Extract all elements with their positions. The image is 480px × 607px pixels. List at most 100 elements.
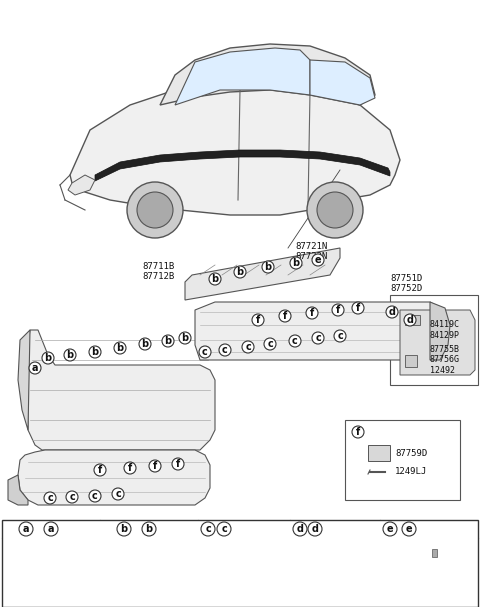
FancyBboxPatch shape [2, 520, 478, 607]
Circle shape [262, 261, 274, 273]
Text: 87755B
87756G
12492: 87755B 87756G 12492 [430, 345, 460, 375]
Circle shape [199, 346, 211, 358]
Text: 87715H: 87715H [15, 540, 50, 549]
Text: f: f [98, 465, 102, 475]
Text: b: b [91, 347, 98, 357]
Circle shape [209, 273, 221, 285]
Circle shape [179, 332, 191, 344]
Circle shape [114, 342, 126, 354]
Circle shape [402, 522, 416, 536]
FancyBboxPatch shape [326, 548, 344, 562]
PathPatch shape [430, 302, 450, 360]
Text: f: f [283, 311, 287, 321]
Text: 87756B: 87756B [108, 540, 143, 549]
Text: 1243AJ: 1243AJ [15, 572, 47, 581]
Text: 87756J: 87756J [315, 524, 349, 534]
Text: e: e [315, 255, 321, 265]
Circle shape [312, 332, 324, 344]
Circle shape [217, 522, 231, 536]
Text: 87702B: 87702B [415, 524, 453, 534]
Text: c: c [245, 342, 251, 352]
Text: b: b [211, 274, 218, 284]
Text: c: c [337, 331, 343, 341]
PathPatch shape [195, 302, 445, 360]
Text: d: d [388, 307, 396, 317]
PathPatch shape [28, 330, 215, 450]
PathPatch shape [185, 248, 340, 300]
Circle shape [404, 314, 416, 326]
Text: c: c [69, 492, 75, 502]
Text: b: b [66, 350, 73, 360]
Circle shape [44, 522, 58, 536]
Text: f: f [356, 427, 360, 437]
Circle shape [234, 266, 246, 278]
Circle shape [264, 338, 276, 350]
Text: c: c [202, 347, 208, 357]
PathPatch shape [70, 85, 400, 215]
Text: c: c [315, 333, 321, 343]
Circle shape [94, 464, 106, 476]
FancyBboxPatch shape [175, 543, 187, 555]
Circle shape [293, 522, 307, 536]
Text: c: c [47, 493, 53, 503]
PathPatch shape [95, 150, 390, 181]
Text: e: e [387, 524, 393, 534]
Text: d: d [407, 315, 413, 325]
Text: 84119C
84129P: 84119C 84129P [430, 320, 460, 340]
FancyBboxPatch shape [323, 545, 347, 565]
PathPatch shape [18, 450, 210, 505]
Text: e: e [406, 524, 412, 534]
Circle shape [352, 302, 364, 314]
Text: c: c [221, 524, 227, 534]
Circle shape [386, 306, 398, 318]
Circle shape [124, 462, 136, 474]
Circle shape [87, 540, 103, 556]
FancyBboxPatch shape [432, 549, 437, 557]
Text: b: b [117, 343, 123, 353]
Circle shape [89, 346, 101, 358]
PathPatch shape [400, 310, 475, 375]
Text: a: a [23, 524, 29, 534]
PathPatch shape [8, 475, 28, 505]
Circle shape [172, 458, 184, 470]
Text: b: b [165, 336, 171, 346]
Text: c: c [222, 345, 228, 355]
Text: b: b [45, 353, 51, 363]
Circle shape [307, 182, 363, 238]
Text: 87751D
87752D: 87751D 87752D [390, 274, 422, 293]
Circle shape [308, 522, 322, 536]
Text: 87702B: 87702B [405, 524, 443, 534]
PathPatch shape [160, 44, 375, 105]
Circle shape [127, 182, 183, 238]
Circle shape [149, 460, 161, 472]
Circle shape [117, 522, 131, 536]
Circle shape [201, 522, 215, 536]
Text: a: a [48, 524, 54, 534]
Text: 87721N
87722N: 87721N 87722N [295, 242, 327, 262]
Circle shape [89, 490, 101, 502]
Circle shape [289, 335, 301, 347]
Text: b: b [292, 258, 300, 268]
Text: c: c [115, 489, 121, 499]
Circle shape [242, 341, 254, 353]
FancyBboxPatch shape [417, 546, 435, 560]
Text: d: d [312, 524, 319, 534]
Circle shape [334, 330, 346, 342]
FancyBboxPatch shape [405, 315, 420, 325]
PathPatch shape [68, 175, 95, 195]
Circle shape [19, 522, 33, 536]
Text: b: b [145, 524, 153, 534]
Text: c: c [292, 336, 298, 346]
Text: f: f [256, 315, 260, 325]
Text: a: a [32, 363, 38, 373]
Text: f: f [176, 459, 180, 469]
Text: b: b [142, 339, 149, 349]
Text: 12431: 12431 [108, 572, 136, 581]
Text: c: c [205, 524, 211, 534]
Circle shape [29, 362, 41, 374]
Circle shape [64, 349, 76, 361]
FancyBboxPatch shape [235, 548, 253, 562]
Text: b: b [264, 262, 272, 272]
FancyBboxPatch shape [345, 420, 460, 500]
Text: 1249LJ: 1249LJ [395, 467, 427, 476]
